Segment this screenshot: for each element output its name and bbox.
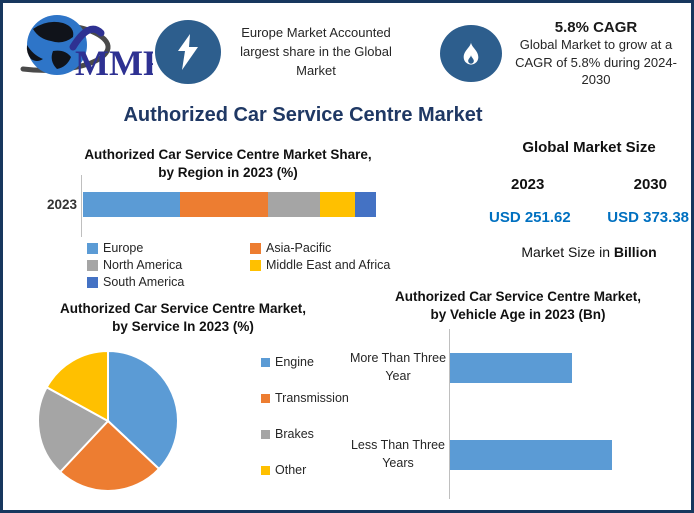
legend-label-europe: Europe xyxy=(103,241,144,255)
region-legend-item-south-america: South America xyxy=(87,275,250,289)
market-size-unit-note: Market Size in Billion xyxy=(489,244,689,260)
vehicle-row-more-than-three-year: More Than Three Year xyxy=(348,350,572,385)
region-segment-europe xyxy=(83,192,180,217)
mmr-logo: MMR xyxy=(13,11,170,91)
legend-swatch-north-america xyxy=(87,259,98,271)
region-legend-item-north-america: North America xyxy=(87,258,250,272)
market-size-unit-prefix: Market Size in xyxy=(521,244,611,260)
market-size-value-2030: USD 373.38 xyxy=(607,209,689,226)
region-stacked-bar xyxy=(83,192,376,217)
legend-label-north-america: North America xyxy=(103,258,183,272)
legend-swatch-other xyxy=(261,465,270,475)
vehicle-bar-chart: More Than Three Year Less Than Three Year… xyxy=(348,350,688,500)
legend-swatch-middle-east-and-africa xyxy=(250,259,261,271)
legend-label-engine: Engine xyxy=(275,355,314,369)
pie-slice-other xyxy=(45,349,109,423)
service-legend-item-other: Other xyxy=(261,463,371,477)
region-segment-asia-pacific xyxy=(179,192,268,217)
mmr-logo-text: MMR xyxy=(75,43,153,83)
region-segment-middle-east-and-africa xyxy=(320,192,356,217)
legend-label-south-america: South America xyxy=(103,275,185,289)
region-chart-axis xyxy=(81,175,82,237)
market-size-year-2023: 2023 xyxy=(511,176,545,193)
flame-icon xyxy=(440,25,502,82)
market-size-unit-bold: Billion xyxy=(613,244,657,260)
service-pie-chart xyxy=(37,349,179,492)
mmr-logo-graphic: MMR xyxy=(20,15,170,83)
service-legend-item-engine: Engine xyxy=(261,355,371,369)
legend-label-asia-pacific: Asia-Pacific xyxy=(266,241,332,255)
service-legend-item-transmission: Transmission xyxy=(261,391,371,405)
page-title: Authorized Car Service Centre Market xyxy=(123,104,483,126)
lightning-icon xyxy=(155,20,221,84)
region-chart-title: Authorized Car Service Centre Market Sha… xyxy=(84,147,372,181)
market-size-value-2023: USD 251.62 xyxy=(489,209,571,226)
market-size-values: USD 251.62 USD 373.38 xyxy=(489,209,689,226)
market-size-years: 2023 2030 xyxy=(489,176,689,193)
legend-label-transmission: Transmission xyxy=(275,391,349,405)
legend-swatch-engine xyxy=(261,357,270,367)
region-legend: Europe Asia-Pacific North America Middle Ea… xyxy=(87,241,432,289)
market-size-panel: Global Market Size 2023 2030 USD 251.62 … xyxy=(489,139,689,260)
cagr-title: 5.8% CAGR xyxy=(554,19,638,36)
region-segment-north-america xyxy=(267,192,321,217)
region-segment-south-america xyxy=(355,192,376,217)
region-chart-year-label: 2023 xyxy=(46,197,77,212)
legend-swatch-brakes xyxy=(261,429,270,439)
legend-label-brakes: Brakes xyxy=(275,427,314,441)
region-legend-item-asia-pacific: Asia-Pacific xyxy=(250,241,430,255)
vehicle-row-less-than-three-years: Less Than Three Years xyxy=(348,437,612,472)
service-legend-item-brakes: Brakes xyxy=(261,427,371,441)
europe-share-callout: Europe Market Accounted largest share in… xyxy=(240,25,392,78)
cagr-callout: 5.8% CAGR Global Market to grow at a CAG… xyxy=(503,19,689,89)
service-pie-legend: Engine Transmission Brakes Other xyxy=(261,355,371,499)
vehicle-bar-more-than-three-year xyxy=(450,352,572,383)
pie-slice-brakes xyxy=(37,385,110,474)
vehicle-label-less-than-three-years: Less Than Three Years xyxy=(350,438,446,470)
legend-swatch-asia-pacific xyxy=(250,242,261,254)
region-legend-item-middle-east-and-africa: Middle East and Africa xyxy=(250,258,430,272)
vehicle-chart-title: Authorized Car Service Centre Market, by… xyxy=(394,289,642,323)
market-size-title: Global Market Size xyxy=(522,139,656,156)
legend-swatch-europe xyxy=(87,242,98,254)
legend-label-other: Other xyxy=(275,463,307,477)
pie-slice-engine xyxy=(107,349,179,471)
service-chart-title: Authorized Car Service Centre Market, by… xyxy=(59,301,307,335)
market-size-year-2030: 2030 xyxy=(633,176,667,193)
cagr-body: Global Market to grow at a CAGR of 5.8% … xyxy=(515,37,677,88)
vehicle-bar-less-than-three-years xyxy=(450,439,612,470)
legend-swatch-transmission xyxy=(261,393,270,403)
region-legend-item-europe: Europe xyxy=(87,241,250,255)
legend-label-middle-east-and-africa: Middle East and Africa xyxy=(266,258,391,272)
pie-slice-transmission xyxy=(58,419,161,492)
vehicle-chart-axis xyxy=(449,329,450,499)
vehicle-label-more-than-three-year: More Than Three Year xyxy=(349,351,447,383)
legend-swatch-south-america xyxy=(87,276,98,288)
